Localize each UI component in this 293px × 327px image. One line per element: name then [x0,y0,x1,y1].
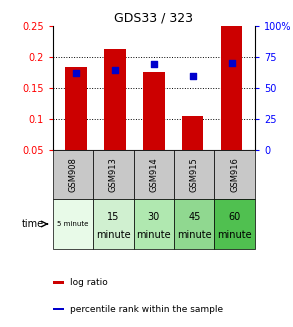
Bar [182,116,203,150]
Text: minute: minute [217,230,252,240]
Point [190,74,195,79]
Text: GSM914: GSM914 [149,158,158,192]
Bar [174,199,214,249]
Text: GSM908: GSM908 [69,158,77,192]
Text: GSM913: GSM913 [109,158,118,192]
Bar [93,199,134,249]
Bar [65,66,87,150]
Bar [143,72,164,150]
Bar [53,281,64,284]
Text: GSM915: GSM915 [190,158,199,192]
Text: 30: 30 [148,212,160,222]
Bar [104,49,126,150]
Point [229,61,234,66]
Text: 45: 45 [188,212,200,222]
Bar [214,150,255,199]
Bar [53,199,93,249]
Bar [93,150,134,199]
Bar [53,150,93,199]
Bar [214,199,255,249]
Point [113,68,117,73]
Bar [53,308,64,310]
Text: minute: minute [96,230,131,240]
Text: 5 minute: 5 minute [57,221,89,227]
Title: GDS33 / 323: GDS33 / 323 [114,12,193,25]
Text: minute: minute [137,230,171,240]
Text: log ratio: log ratio [70,278,108,287]
Bar [174,150,214,199]
Text: 15: 15 [107,212,120,222]
Text: time: time [22,219,44,229]
Point [151,61,156,67]
Bar [221,15,242,150]
Text: minute: minute [177,230,212,240]
Point [74,70,79,75]
Text: GSM916: GSM916 [230,158,239,192]
Text: percentile rank within the sample: percentile rank within the sample [70,304,224,314]
Bar [134,199,174,249]
Text: 60: 60 [229,212,241,222]
Bar [134,150,174,199]
